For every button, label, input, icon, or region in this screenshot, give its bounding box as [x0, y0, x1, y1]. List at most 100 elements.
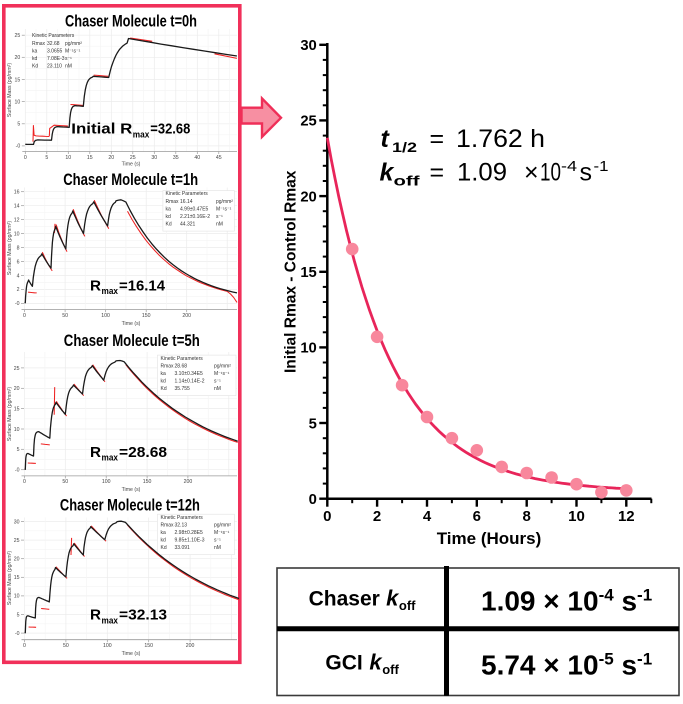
svg-text:25: 25	[14, 538, 20, 544]
svg-text:Chaser Molecule t=1h: Chaser Molecule t=1h	[63, 171, 198, 189]
svg-text:1.09: 1.09	[457, 158, 507, 186]
svg-text:15: 15	[87, 155, 93, 161]
svg-text:5: 5	[17, 447, 20, 453]
svg-text:Surface Mass (pg/mm²): Surface Mass (pg/mm²)	[7, 63, 13, 117]
svg-text:Surface Mass (pg/mm²): Surface Mass (pg/mm²)	[7, 387, 13, 441]
svg-text:5: 5	[17, 612, 20, 618]
svg-text:20: 20	[108, 155, 114, 161]
svg-text:max: max	[102, 453, 119, 464]
svg-text:s⁻¹: s⁻¹	[216, 214, 223, 220]
svg-text:off: off	[394, 172, 420, 188]
svg-text:M⁻¹s⁻¹: M⁻¹s⁻¹	[65, 48, 81, 54]
svg-text:max: max	[102, 286, 119, 297]
svg-text:Kd: Kd	[166, 221, 172, 227]
svg-text:s: s	[580, 158, 593, 186]
svg-text:10: 10	[14, 594, 20, 600]
svg-text:50: 50	[63, 643, 69, 649]
svg-text:35.755: 35.755	[175, 386, 191, 392]
svg-text:0: 0	[23, 313, 26, 319]
svg-text:6: 6	[473, 508, 481, 525]
svg-text:150: 150	[144, 643, 153, 649]
svg-text:25: 25	[14, 366, 20, 372]
svg-text:nM: nM	[65, 63, 72, 69]
svg-text:Time (s): Time (s)	[122, 651, 141, 657]
svg-text:Chaser: Chaser	[309, 588, 380, 611]
svg-text:3.10±0.34E5: 3.10±0.34E5	[175, 371, 204, 377]
svg-text:nM: nM	[214, 545, 221, 551]
svg-text:2: 2	[373, 508, 381, 525]
svg-text:×: ×	[524, 158, 539, 186]
svg-text:GCI: GCI	[325, 652, 362, 675]
svg-text:ka: ka	[32, 48, 38, 54]
svg-text:4.99±0.47E5: 4.99±0.47E5	[180, 206, 209, 212]
svg-text:Time (s): Time (s)	[122, 321, 141, 327]
svg-text:nM: nM	[216, 221, 223, 227]
svg-text:10: 10	[65, 155, 71, 161]
svg-text:200: 200	[186, 643, 195, 649]
svg-text:kd: kd	[166, 214, 172, 220]
svg-text:9.85±1.10E-3: 9.85±1.10E-3	[175, 538, 205, 544]
svg-text:=32.68: =32.68	[150, 122, 190, 138]
svg-text:3.0655: 3.0655	[47, 48, 63, 54]
svg-text:40: 40	[194, 155, 200, 161]
svg-text:2.21±0.16E-2: 2.21±0.16E-2	[180, 214, 210, 220]
svg-text:5: 5	[45, 155, 48, 161]
svg-text:5: 5	[309, 416, 317, 432]
svg-text:M⁻¹s⁻¹: M⁻¹s⁻¹	[214, 371, 230, 377]
svg-text:23.110: 23.110	[47, 63, 62, 69]
svg-text:200: 200	[182, 313, 191, 319]
svg-text:5: 5	[17, 122, 20, 128]
svg-text:Kinetic Parameters: Kinetic Parameters	[161, 515, 204, 521]
svg-text:Kd: Kd	[161, 386, 167, 392]
svg-text:14: 14	[14, 204, 20, 210]
svg-text:25: 25	[15, 33, 21, 39]
svg-text:=: =	[430, 125, 445, 153]
svg-text:20: 20	[14, 557, 20, 563]
svg-text:s⁻¹: s⁻¹	[214, 538, 221, 544]
svg-text:Time (s): Time (s)	[122, 487, 141, 493]
svg-text:ka: ka	[161, 530, 167, 536]
svg-text:30: 30	[14, 519, 20, 525]
svg-text:Kd: Kd	[32, 63, 38, 69]
svg-text:6: 6	[17, 259, 20, 265]
svg-text:Rmax: Rmax	[161, 523, 175, 529]
svg-text:Chaser Molecule t=5h: Chaser Molecule t=5h	[64, 332, 200, 350]
svg-text:28.68: 28.68	[175, 364, 188, 370]
svg-text:35: 35	[173, 155, 179, 161]
svg-text:Kinetic Parameters: Kinetic Parameters	[32, 33, 75, 39]
svg-text:32.13: 32.13	[175, 523, 188, 529]
svg-text:2: 2	[17, 287, 20, 293]
svg-text:8: 8	[17, 245, 20, 251]
svg-text:t: t	[381, 125, 391, 153]
svg-text:4: 4	[17, 273, 20, 279]
svg-text:150: 150	[143, 479, 152, 485]
svg-text:Time (s): Time (s)	[122, 162, 141, 168]
svg-text:kd: kd	[161, 379, 167, 385]
svg-text:20: 20	[14, 386, 20, 392]
svg-text:25: 25	[130, 155, 136, 161]
svg-text:-0: -0	[15, 301, 20, 307]
svg-text:20: 20	[15, 55, 21, 61]
svg-text:-0: -0	[15, 468, 20, 474]
svg-text:Time (Hours): Time (Hours)	[437, 529, 542, 548]
svg-text:k: k	[369, 650, 383, 675]
svg-text:5.74 × 10-5 s-1: 5.74 × 10-5 s-1	[481, 650, 652, 681]
svg-text:16.14: 16.14	[180, 199, 193, 205]
svg-text:Initial R: Initial R	[71, 122, 133, 138]
svg-text:10: 10	[14, 231, 20, 237]
svg-text:2.98±0.28E5: 2.98±0.28E5	[175, 530, 204, 536]
svg-text:k: k	[380, 158, 395, 186]
svg-text:pg/mm²: pg/mm²	[214, 523, 231, 529]
svg-text:R: R	[90, 278, 102, 294]
svg-text:M⁻¹s⁻¹: M⁻¹s⁻¹	[216, 206, 232, 212]
svg-text:0: 0	[23, 479, 26, 485]
svg-text:Initial Rmax - Control Rmax: Initial Rmax - Control Rmax	[283, 170, 300, 373]
svg-text:ka: ka	[161, 371, 167, 377]
svg-text:30: 30	[151, 155, 157, 161]
svg-text:=: =	[430, 158, 445, 186]
svg-text:4: 4	[423, 508, 432, 525]
svg-text:max: max	[133, 129, 150, 140]
svg-text:12: 12	[14, 217, 20, 223]
svg-text:100: 100	[102, 479, 111, 485]
svg-text:Surface Mass (pg/mm²): Surface Mass (pg/mm²)	[7, 221, 13, 275]
